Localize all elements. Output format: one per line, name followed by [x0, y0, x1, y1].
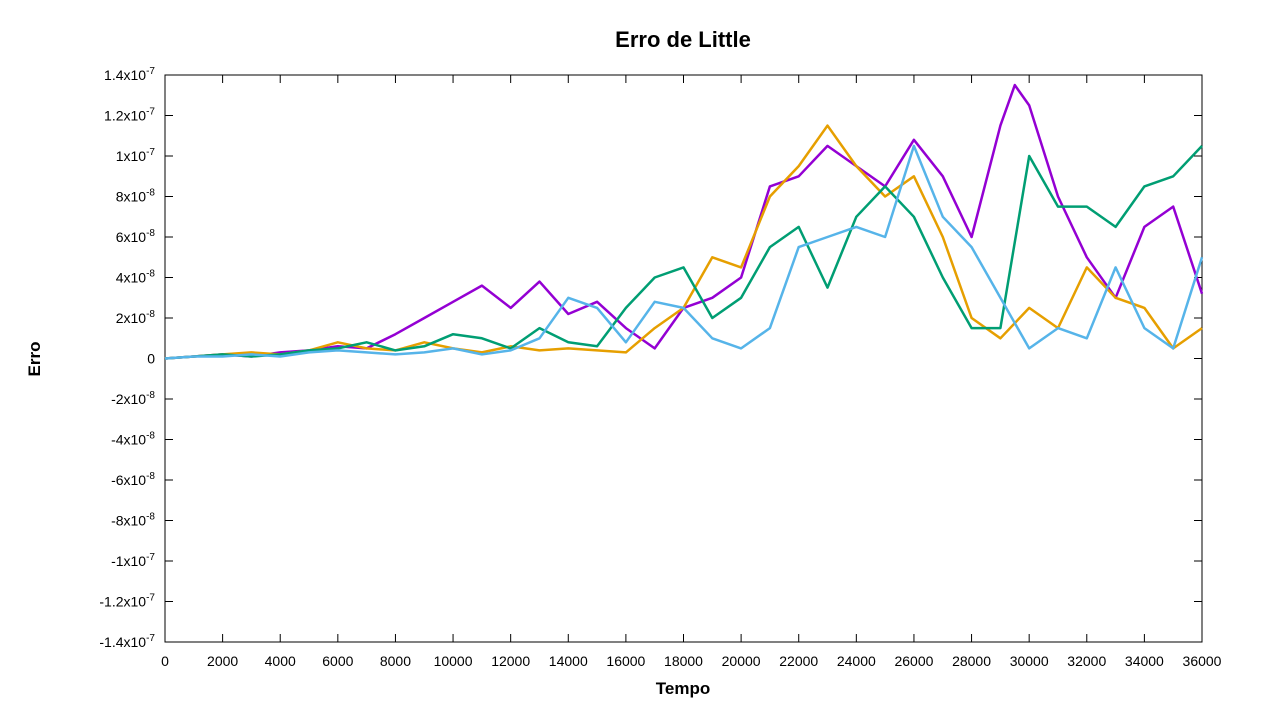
- chart-title: Erro de Little: [615, 27, 751, 52]
- x-tick-label: 28000: [952, 653, 991, 669]
- y-tick-label: -2x10-8: [111, 390, 155, 407]
- x-tick-label: 6000: [322, 653, 353, 669]
- x-tick-label: 30000: [1010, 653, 1049, 669]
- y-axis-title: Erro: [25, 342, 44, 377]
- x-tick-label: 0: [161, 653, 169, 669]
- plot-area: 0 2000 4000 6000 8000 10000 12000 14000 16000 180…: [99, 66, 1221, 669]
- y-tick-label: 1.4x10-7: [104, 66, 155, 83]
- series-line-4: [164, 144, 1204, 360]
- series-line-3: [164, 145, 1203, 360]
- x-tick-label: 26000: [894, 653, 933, 669]
- x-tick-label: 18000: [664, 653, 703, 669]
- x-axis-title: Tempo: [656, 679, 710, 698]
- y-tick-label: -4x10-8: [111, 431, 155, 448]
- x-tick-label: 16000: [606, 653, 645, 669]
- x-tick-label: 10000: [434, 653, 473, 669]
- x-tick-label: 4000: [265, 653, 296, 669]
- y-tick-label: -1x10-7: [111, 552, 155, 569]
- y-tick-label: 1x10-7: [116, 147, 156, 164]
- y-tick-label: 6x10-8: [116, 228, 156, 245]
- x-tick-label: 24000: [837, 653, 876, 669]
- x-tick-label: 32000: [1067, 653, 1106, 669]
- y-tick-label: 1.2x10-7: [104, 107, 155, 124]
- x-tick-label: 2000: [207, 653, 238, 669]
- x-tick-label: 20000: [722, 653, 761, 669]
- y-tick-label: 4x10-8: [116, 269, 156, 286]
- x-tick-label: 34000: [1125, 653, 1164, 669]
- x-tick-label: 12000: [491, 653, 530, 669]
- y-tick-label: 0: [147, 351, 155, 367]
- y-tick-label: -1.4x10-7: [99, 633, 155, 650]
- x-tick-label: 8000: [380, 653, 411, 669]
- y-tick-label: -1.2x10-7: [99, 593, 155, 610]
- x-tick-label: 36000: [1183, 653, 1222, 669]
- x-tick-label: 22000: [779, 653, 818, 669]
- series-line-1: [164, 83, 1204, 360]
- y-tick-label: -6x10-8: [111, 471, 155, 488]
- x-tick-label: 14000: [549, 653, 588, 669]
- y-tick-label: 8x10-8: [116, 188, 156, 205]
- y-tick-label: 2x10-8: [116, 309, 156, 326]
- y-tick-label: -8x10-8: [111, 512, 155, 529]
